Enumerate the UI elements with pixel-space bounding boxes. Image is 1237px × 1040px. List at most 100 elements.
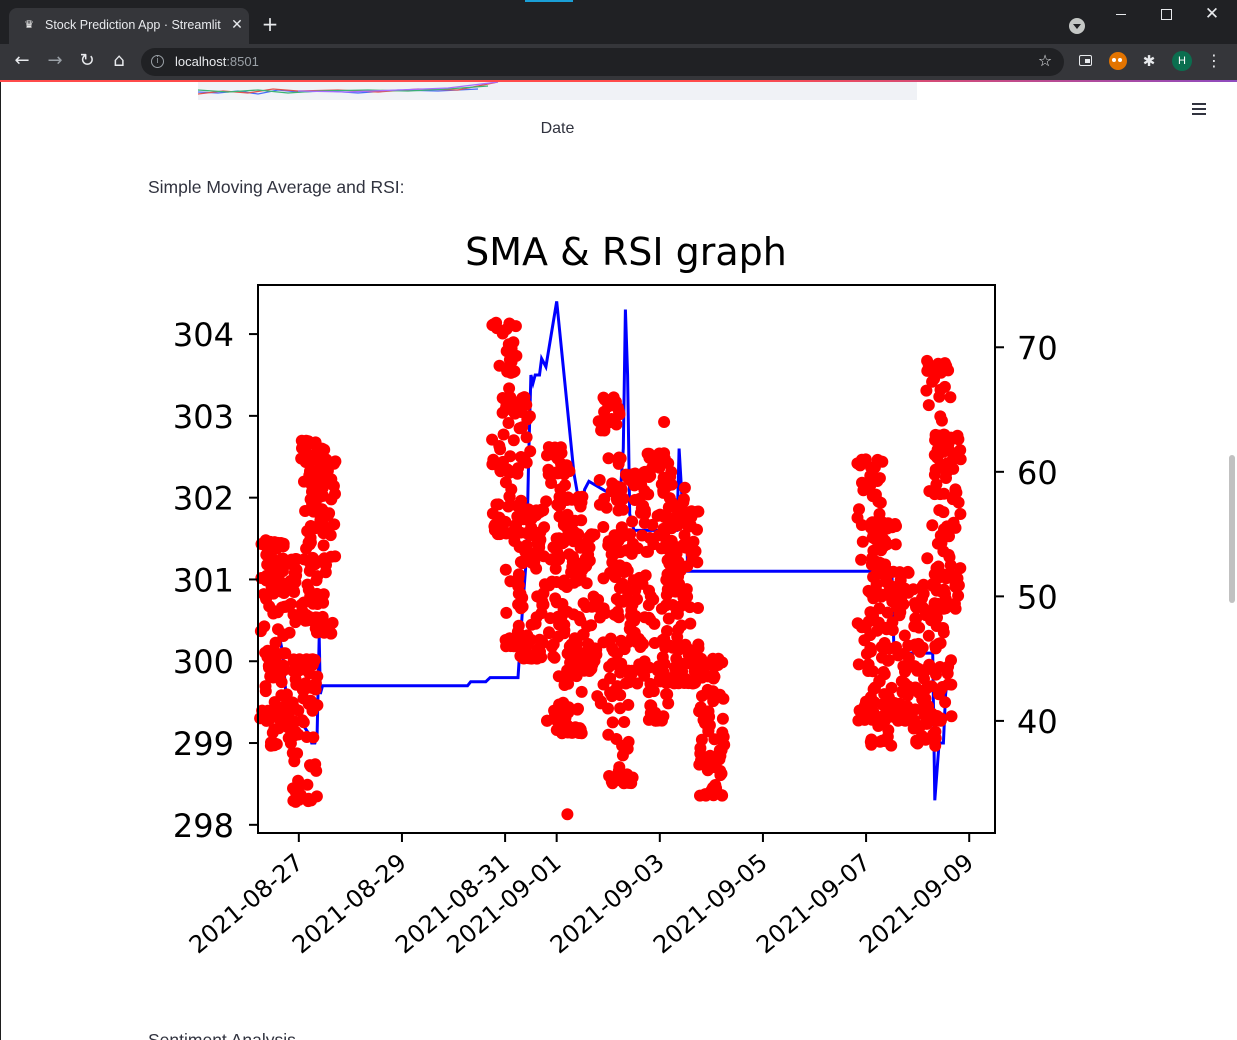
rsi-point: [524, 445, 537, 458]
rsi-point: [875, 557, 888, 570]
rsi-point: [899, 665, 911, 678]
url-text[interactable]: localhost:8501: [175, 54, 259, 69]
rsi-point: [621, 544, 634, 557]
y-right-tick-label: 40: [1017, 703, 1058, 741]
rsi-point: [623, 623, 636, 635]
rsi-point: [602, 416, 615, 429]
browser-tab[interactable]: ♛ Stock Prediction App · Streamlit ✕: [9, 8, 249, 44]
rsi-point: [617, 493, 629, 505]
rsi-point: [889, 538, 902, 551]
rsi-point: [687, 535, 700, 548]
address-bar[interactable]: i localhost:8501 ☆: [141, 48, 1064, 76]
rsi-point: [585, 619, 598, 632]
extensions-puzzle-icon[interactable]: ✱: [1142, 52, 1156, 70]
rsi-point: [270, 703, 283, 716]
rsi-point: [937, 626, 950, 639]
rsi-point: [322, 508, 335, 521]
rsi-point: [314, 594, 326, 607]
rsi-point: [305, 479, 318, 491]
hamburger-menu-icon[interactable]: [1190, 102, 1210, 117]
page-scrollbar-thumb[interactable]: [1229, 455, 1235, 603]
rsi-point: [926, 375, 939, 388]
rsi-point: [865, 558, 878, 571]
rsi-point: [702, 705, 715, 718]
rsi-point: [685, 511, 698, 524]
plot-area: [254, 301, 967, 821]
rsi-point: [643, 661, 656, 674]
rsi-point: [926, 519, 939, 532]
back-arrow-icon[interactable]: ←: [14, 50, 30, 71]
window-maximize-icon[interactable]: [1161, 9, 1172, 20]
rsi-point: [951, 449, 964, 462]
rsi-point: [857, 484, 870, 497]
rsi-point: [631, 677, 644, 690]
rsi-point: [590, 643, 603, 656]
media-control-icon[interactable]: [1077, 52, 1095, 70]
rsi-point: [538, 521, 551, 534]
rsi-point: [525, 527, 538, 540]
tab-close-icon[interactable]: ✕: [231, 17, 243, 33]
rsi-point: [496, 516, 509, 529]
profile-avatar[interactable]: H: [1172, 51, 1192, 71]
rsi-point: [547, 448, 560, 461]
y-left-tick-label: 304: [173, 316, 234, 354]
rsi-point: [908, 620, 921, 633]
extension-owl-icon[interactable]: [1109, 52, 1127, 70]
rsi-point: [922, 629, 935, 642]
rsi-point: [704, 749, 717, 762]
rsi-point: [942, 678, 955, 691]
rsi-point: [486, 507, 499, 520]
rsi-point: [592, 593, 605, 606]
forward-arrow-icon[interactable]: →: [47, 50, 63, 71]
rsi-point: [618, 716, 631, 728]
rsi-point: [615, 483, 628, 496]
rsi-point: [284, 574, 297, 587]
rsi-point: [567, 550, 579, 563]
site-info-icon[interactable]: i: [151, 55, 164, 68]
rsi-point: [598, 492, 611, 505]
rsi-point: [516, 557, 529, 570]
rsi-point: [533, 633, 546, 646]
rsi-point: [622, 472, 635, 485]
rsi-point: [660, 573, 673, 586]
new-tab-icon[interactable]: +: [261, 12, 279, 36]
home-icon[interactable]: ⌂: [113, 50, 125, 71]
rsi-point: [317, 539, 330, 552]
rsi-point: [493, 440, 506, 452]
y-left-tick-label: 298: [173, 807, 234, 845]
window-close-icon[interactable]: ✕: [1204, 4, 1220, 24]
rsi-point: [901, 689, 914, 702]
rsi-point: [677, 658, 690, 670]
rsi-point: [553, 704, 566, 716]
rsi-point: [943, 530, 955, 543]
window-minimize-icon[interactable]: [1116, 14, 1126, 15]
rsi-point: [915, 729, 928, 742]
rsi-point: [319, 566, 332, 579]
tab-title: Stock Prediction App · Streamlit: [45, 18, 221, 32]
browser-menu-icon[interactable]: ⋮: [1206, 51, 1222, 70]
rsi-point: [314, 490, 327, 502]
previous-chart-lines: [197, 82, 499, 95]
rsi-point: [266, 726, 279, 739]
rsi-point: [574, 500, 587, 513]
rsi-point: [618, 566, 631, 578]
rsi-point: [882, 654, 895, 667]
rsi-point: [692, 654, 705, 667]
rsi-point: [289, 616, 302, 629]
reload-icon[interactable]: ↻: [79, 50, 95, 71]
rsi-point: [606, 690, 618, 703]
rsi-point: [856, 535, 869, 548]
rsi-point: [678, 481, 691, 494]
rsi-point: [900, 702, 913, 715]
rsi-point: [928, 714, 941, 727]
rsi-point: [559, 479, 571, 492]
titlebar-accent: [525, 0, 573, 2]
y-left-tick-label: 303: [173, 398, 234, 436]
rsi-point: [922, 399, 935, 412]
rsi-point: [855, 553, 868, 566]
rsi-point: [622, 735, 635, 748]
rsi-point: [311, 699, 324, 712]
y-left-tick-label: 300: [173, 643, 234, 681]
bookmark-star-icon[interactable]: ☆: [1037, 51, 1053, 70]
tab-search-icon[interactable]: [1069, 18, 1085, 34]
